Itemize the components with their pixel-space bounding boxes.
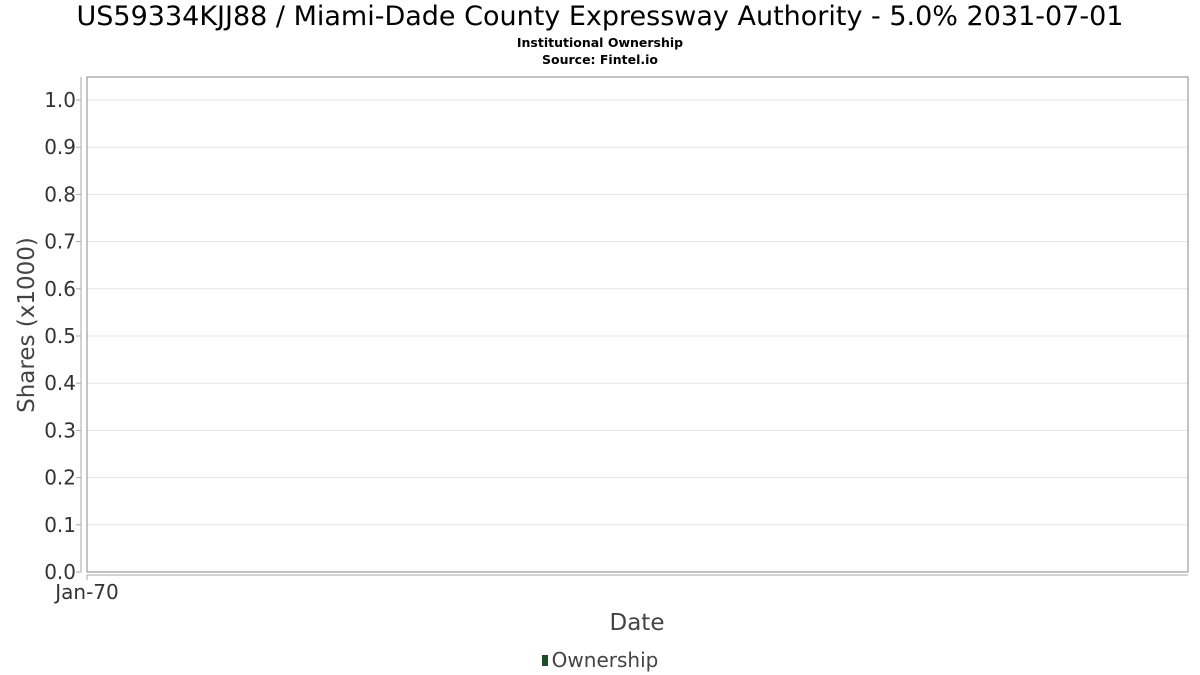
y-tick-label: 0.4 <box>44 371 76 395</box>
x-axis-title: Date <box>610 610 665 636</box>
y-tick-label: 0.2 <box>44 466 76 490</box>
y-tick-label: 0.6 <box>44 277 76 301</box>
y-tick-label: 0.0 <box>44 560 76 584</box>
y-tick-label: 0.1 <box>44 513 76 537</box>
y-tick-label: 0.9 <box>44 135 76 159</box>
x-axis-ticks: Jan-70 <box>53 575 119 604</box>
y-tick-label: 0.5 <box>44 324 76 348</box>
chart-title: US59334KJJ88 / Miami-Dade County Express… <box>76 1 1124 32</box>
legend: Ownership <box>0 648 1200 672</box>
chart-subtitle: Institutional Ownership <box>516 35 684 50</box>
legend-swatch <box>541 655 548 666</box>
chart-source: Source: Fintel.io <box>542 52 658 67</box>
y-axis-title: Shares (x1000) <box>14 237 40 413</box>
plot-border <box>86 76 1189 573</box>
legend-label: Ownership <box>551 648 659 672</box>
y-tick-label: 0.3 <box>44 418 76 442</box>
y-tick-label: 1.0 <box>44 88 76 112</box>
x-tick-label: Jan-70 <box>53 580 119 604</box>
y-tick-label: 0.8 <box>44 182 76 206</box>
y-tick-label: 0.7 <box>44 230 76 254</box>
gridlines <box>87 99 1188 573</box>
y-axis-ticks: 0.0 0.1 0.2 0.3 0.4 0.5 0.6 0.7 0.8 0.9 1.0 <box>44 88 81 584</box>
